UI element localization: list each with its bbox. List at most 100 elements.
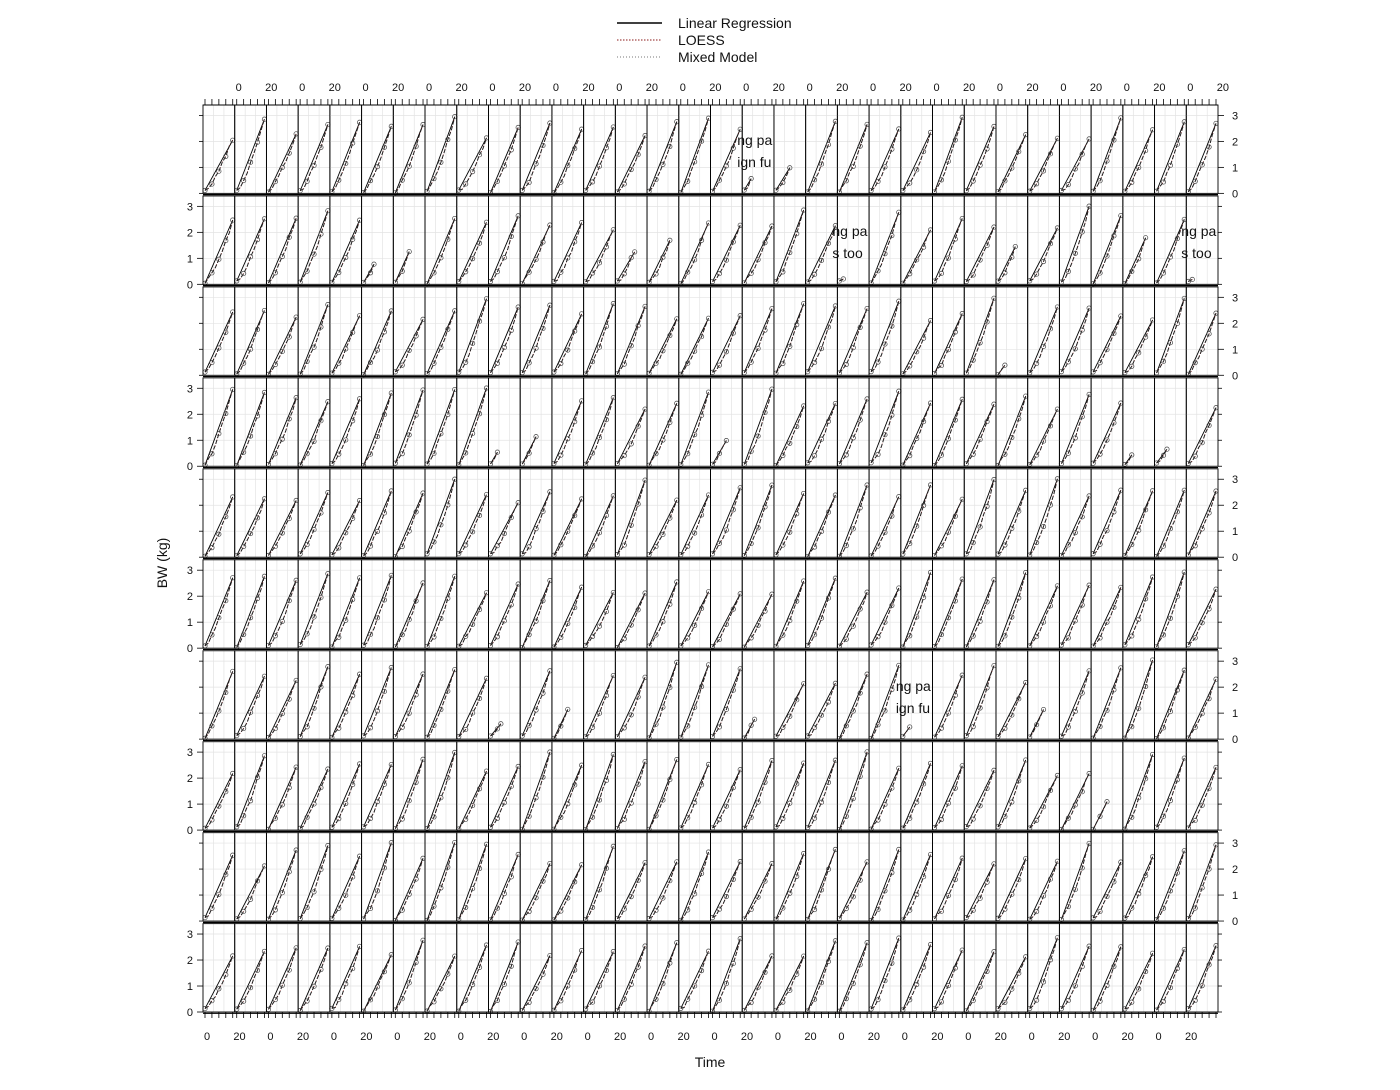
loess-line [299,947,329,1011]
panel [773,650,807,740]
panel-border [836,559,870,649]
data-point [843,723,849,729]
data-point [558,634,564,641]
panel [456,741,490,832]
data-point [850,980,856,987]
regression-line [807,225,836,283]
mixed-model-line [521,751,551,830]
data-point [445,326,451,332]
data-point [889,146,895,152]
y-tick-label: 2 [1232,136,1238,148]
data-point [1047,423,1054,429]
data-point [692,891,698,897]
panel [234,559,267,650]
data-point [843,452,849,458]
panel-border [1058,832,1092,922]
data-point [590,543,596,549]
panel-border [424,468,458,558]
panel-border [900,923,933,1013]
panel-border [551,468,585,558]
panel [361,741,394,831]
panel-border [424,377,458,467]
regression-line [1092,946,1122,1011]
mixed-model-line [839,674,868,739]
regression-line [331,500,360,556]
panel-border [1027,559,1060,649]
regression-line [490,583,519,646]
mixed-model-line [1156,219,1185,284]
data-point [660,531,666,537]
data-point [1009,712,1015,718]
panel [487,650,521,740]
data-point [216,803,222,809]
data-point [431,722,437,728]
data-point [463,633,469,639]
mixed-model-line [268,849,297,920]
mixed-model-line [299,666,329,737]
data-point [635,877,641,884]
panel [1090,104,1124,194]
panel-border [805,741,838,831]
mixed-model-line [870,587,900,646]
data-point [463,450,469,456]
panel-border [583,923,616,1013]
data-point [406,980,412,986]
data-point [875,997,881,1003]
panel [709,650,743,740]
x-tick-label: 20 [455,82,467,94]
regression-line [838,942,868,1012]
panel [297,741,331,831]
data-point [445,236,451,243]
mixed-model-line [743,225,773,284]
mixed-model-line [236,576,265,648]
mixed-model-line [1092,946,1122,1011]
data-point [952,965,958,971]
panel-border [265,286,299,376]
regression-line [521,955,551,1011]
regression-line [299,947,329,1011]
data-point [621,996,627,1002]
data-point [1160,270,1167,276]
panel [1027,832,1060,922]
data-point [254,878,261,884]
panel [519,286,553,376]
regression-line [1029,585,1058,647]
data-point [590,179,596,185]
regression-line [1124,129,1153,192]
data-point [343,892,349,898]
panel-border [1058,559,1092,649]
data-point [621,181,627,187]
panel-border [519,832,553,922]
data-point [1192,905,1198,911]
panel [202,377,236,468]
data-point [794,231,800,237]
regression-line [268,316,297,375]
regression-line [1092,315,1122,373]
mixed-model-line [1092,861,1122,919]
mixed-model-line [521,863,551,921]
data-point [621,271,627,277]
regression-line [1029,227,1058,282]
data-point [1192,724,1198,730]
panel-border [361,559,394,649]
panel [487,104,521,196]
data-point [927,400,934,406]
mixed-model-line [521,224,551,284]
mixed-model-line [204,496,234,557]
panel-border [614,923,648,1013]
data-point [603,967,609,974]
regression-line [490,766,519,828]
panel-border [202,468,236,558]
data-point [1104,347,1110,353]
data-point [367,359,374,366]
panel-border [868,832,902,922]
data-point [984,685,990,691]
data-point [413,959,419,965]
data-point [230,309,236,315]
panel [1185,741,1219,831]
regression-line [331,763,361,828]
data-point [470,621,476,627]
panel [392,468,426,560]
data-point [413,143,419,149]
mixed-model-line [1124,953,1154,1010]
